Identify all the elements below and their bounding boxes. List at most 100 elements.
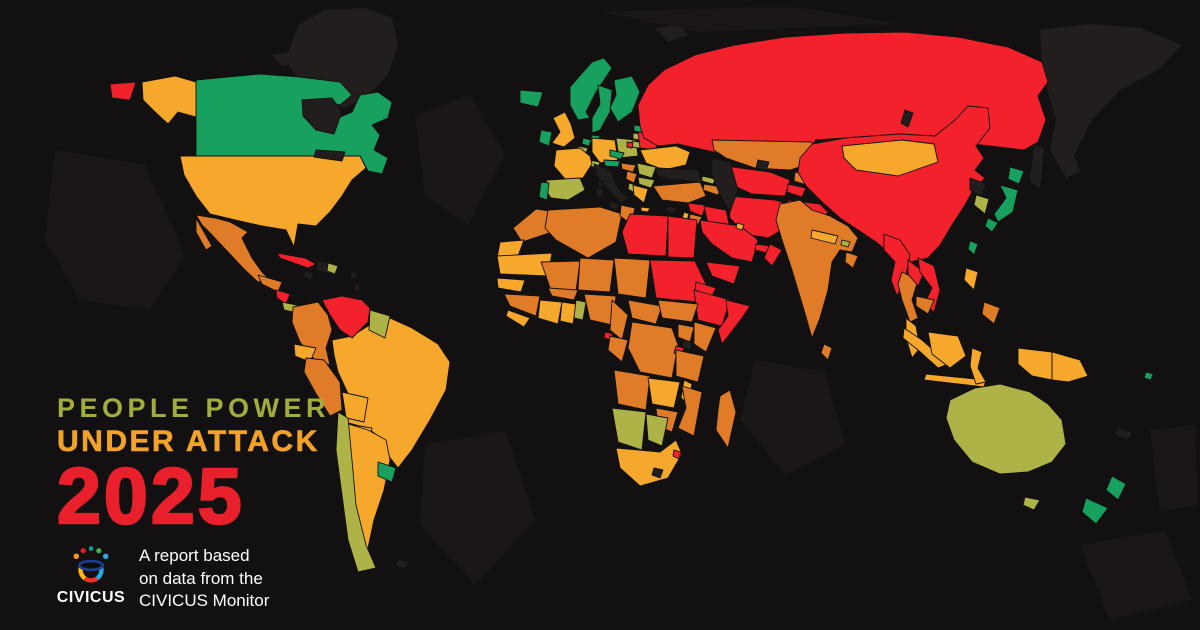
tagline-line-2: on data from the [139, 568, 263, 588]
country-botswana [645, 413, 669, 447]
new-caledonia [1115, 428, 1132, 439]
no-data-overlays [301, 97, 987, 479]
country-tanzania [675, 349, 705, 383]
title-line-under-attack: UNDER ATTACK [57, 425, 320, 459]
country-dominican-republic [326, 262, 339, 275]
country-hungary [620, 162, 637, 173]
logo-dot-2 [80, 548, 86, 554]
country-oman [763, 243, 783, 267]
country-uruguay [377, 461, 397, 483]
country-bulgaria [637, 176, 656, 189]
country-finland [609, 75, 641, 123]
country-zambia [647, 377, 681, 409]
logo-dot-5 [102, 553, 109, 560]
relief-north-atlantic [415, 95, 505, 225]
country-senegal [496, 277, 526, 293]
svalbard [655, 25, 688, 42]
sakhalin [1030, 145, 1044, 188]
country-sri-lanka [820, 343, 833, 361]
ocean-relief [45, 6, 1198, 620]
logo-dot-4 [96, 548, 102, 554]
hudson-bay [301, 97, 343, 135]
country-chad [613, 257, 651, 299]
country-sweden [591, 84, 613, 134]
country-indonesia-west-papua [1017, 347, 1053, 381]
italy [593, 163, 629, 211]
country-peru [303, 357, 343, 417]
no-data-landmass [272, 8, 1182, 568]
country-bangladesh [844, 251, 859, 269]
country-egypt [667, 215, 698, 259]
country-greece [632, 184, 651, 213]
country-india [775, 199, 859, 339]
country-venezuela [321, 295, 371, 339]
canadian-arctic-islands [272, 40, 398, 84]
country-togo-benin [573, 299, 587, 321]
kamchatka [1054, 100, 1080, 178]
northeast-siberia [1040, 24, 1182, 172]
country-czechia [609, 149, 625, 160]
country-uk [551, 111, 576, 148]
country-libya [621, 213, 669, 257]
country-south-korea [973, 194, 990, 215]
country-papua-new-guinea [1051, 351, 1089, 383]
cyprus [665, 207, 677, 213]
relief-indian-ocean [740, 360, 845, 475]
country-gabon-congo [607, 335, 629, 363]
country-cambodia [915, 295, 935, 315]
country-ireland [538, 129, 553, 147]
logo-rim [78, 559, 104, 572]
country-guinea [503, 293, 541, 317]
civicus-logo: CIVICUS [57, 543, 125, 607]
country-philippines-mindanao [981, 301, 1001, 325]
country-colombia [291, 301, 333, 366]
relief-north-pacific [45, 150, 185, 310]
country-somalia [717, 299, 751, 345]
country-eswatini [672, 449, 682, 460]
country-bhutan [840, 239, 851, 248]
country-angola [613, 369, 651, 411]
country-taiwan [967, 240, 979, 256]
country-niger [577, 257, 615, 293]
country-turkey [652, 181, 707, 204]
caspian-sea [711, 157, 739, 213]
countries [109, 31, 1154, 573]
country-cuba [276, 252, 317, 269]
country-russia-chukotka [109, 81, 137, 101]
relief-south-atlantic [420, 430, 535, 585]
relief-south-pacific [1150, 425, 1198, 512]
civicus-logo-icon [73, 546, 109, 583]
country-kuwait [735, 222, 745, 231]
country-portugal [538, 181, 550, 201]
tagline-line-1: A report based [139, 546, 250, 566]
country-burkina-faso [547, 287, 579, 301]
lake-baikal [900, 109, 914, 128]
great-lakes [313, 149, 346, 162]
title-block: PEOPLE POWER UNDER ATTACK 2025 CIVICUS A… [56, 394, 330, 612]
country-fiji [1143, 371, 1154, 381]
country-alaska-usa [141, 75, 197, 125]
logo-dot-3 [88, 546, 94, 551]
country-syria [687, 202, 707, 217]
country-mozambique [677, 385, 703, 437]
country-norway [569, 57, 613, 121]
country-iceland [519, 89, 544, 108]
country-usa [179, 155, 367, 248]
country-bolivia [341, 391, 369, 423]
country-south-africa [615, 439, 683, 487]
country-mexico [195, 214, 271, 283]
country-canada [195, 73, 393, 175]
tagline-line-3: CIVICUS Monitor [139, 590, 270, 610]
country-kaliningrad-russia [626, 141, 634, 149]
country-nepal [810, 229, 839, 245]
country-ukraine [639, 145, 691, 171]
country-france [553, 147, 593, 181]
brand-row: CIVICUS A report based on data from the … [57, 543, 330, 612]
falkland-islands [396, 560, 408, 568]
country-mongolia [841, 139, 939, 177]
country-ghana [559, 301, 577, 325]
country-indonesia-borneo [927, 331, 967, 369]
country-indonesia-sulawesi [969, 347, 987, 385]
